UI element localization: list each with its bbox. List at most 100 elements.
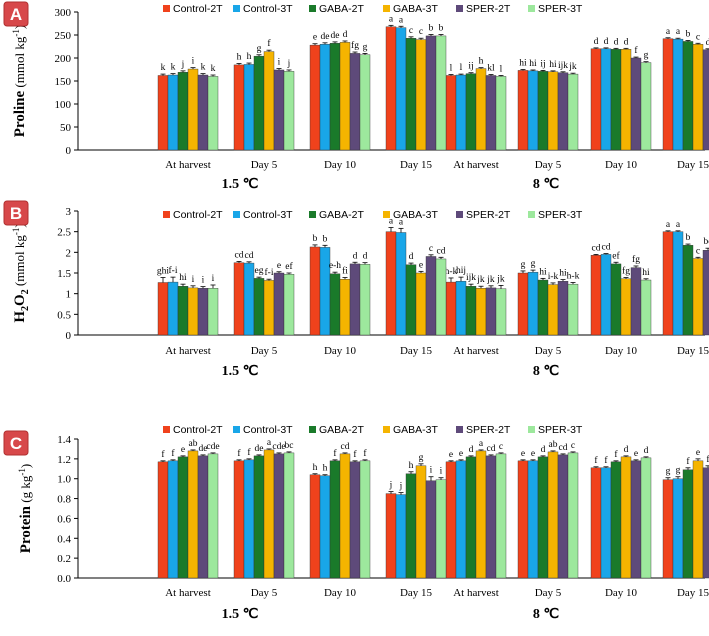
axis-title-part: (g kg bbox=[18, 475, 33, 506]
bar bbox=[359, 54, 371, 151]
significance-letter: ij bbox=[468, 62, 473, 72]
y-tick-label: 1.0 bbox=[57, 474, 71, 486]
bar bbox=[620, 456, 632, 579]
legend-label: GABA-2T bbox=[319, 424, 365, 436]
category-label: At harvest bbox=[165, 587, 211, 599]
bar bbox=[329, 43, 341, 151]
category-label: Day 5 bbox=[535, 159, 562, 171]
bar bbox=[425, 35, 437, 151]
bar bbox=[339, 42, 351, 151]
bar bbox=[600, 48, 612, 151]
significance-letter: h bbox=[237, 53, 242, 63]
legend-label: Control-3T bbox=[243, 209, 293, 221]
legend-label: SPER-2T bbox=[466, 424, 511, 436]
axis-title-part: H bbox=[12, 311, 28, 323]
significance-letter: a bbox=[399, 15, 404, 25]
significance-letter: f bbox=[353, 449, 357, 460]
legend-label: Control-3T bbox=[243, 424, 293, 436]
significance-letter: i-k bbox=[548, 272, 559, 282]
axis-title-part: (mmol kg bbox=[12, 36, 27, 91]
bar bbox=[339, 453, 351, 579]
bar bbox=[435, 35, 447, 151]
bar bbox=[319, 475, 331, 579]
significance-letter: f bbox=[706, 454, 709, 465]
significance-letter: j bbox=[287, 59, 291, 69]
significance-letter: ijk bbox=[558, 61, 568, 71]
temperature-group-label: 1.5 ℃ bbox=[222, 177, 259, 192]
significance-letter: f bbox=[614, 449, 618, 460]
bar bbox=[495, 76, 507, 151]
bar bbox=[263, 280, 275, 336]
significance-letter: a bbox=[676, 220, 681, 230]
bar bbox=[672, 38, 684, 151]
y-tick-label: 0.8 bbox=[57, 494, 71, 506]
significance-letter: jk bbox=[476, 275, 485, 285]
legend-swatch bbox=[233, 211, 240, 218]
significance-letter: e bbox=[696, 448, 700, 458]
bar bbox=[640, 457, 652, 579]
y-tick-label: 0.2 bbox=[57, 553, 71, 565]
bar bbox=[475, 288, 487, 336]
bar bbox=[610, 49, 622, 151]
legend-label: Control-2T bbox=[173, 424, 223, 436]
bar bbox=[197, 74, 209, 151]
significance-letter: e-h bbox=[329, 261, 341, 271]
bar bbox=[253, 455, 265, 579]
legend-swatch bbox=[383, 211, 390, 218]
y-tick-label: 0.6 bbox=[57, 513, 71, 525]
bar bbox=[567, 452, 579, 579]
bar bbox=[630, 267, 642, 336]
significance-letter: fg bbox=[622, 266, 630, 277]
bar bbox=[610, 461, 622, 579]
y-tick-label: 0.4 bbox=[57, 533, 71, 545]
bar bbox=[395, 494, 407, 579]
y-tick-label: 50 bbox=[60, 122, 72, 134]
legend-swatch bbox=[163, 211, 170, 218]
axis-title-part: -1 bbox=[11, 228, 21, 236]
legend-label: Control-3T bbox=[243, 3, 293, 15]
category-label: Day 10 bbox=[324, 345, 357, 357]
category-label: Day 10 bbox=[605, 159, 638, 171]
bar bbox=[329, 460, 341, 579]
significance-letter: e bbox=[419, 260, 423, 270]
category-label: Day 15 bbox=[400, 159, 433, 171]
significance-letter: d bbox=[644, 446, 649, 456]
legend-label: SPER-3T bbox=[538, 424, 583, 436]
bar bbox=[243, 64, 255, 151]
significance-letter: g bbox=[521, 260, 526, 270]
y-tick-label: 250 bbox=[55, 30, 72, 42]
y-tick-label: 3 bbox=[66, 206, 72, 218]
bar bbox=[702, 467, 709, 579]
significance-letter: b bbox=[686, 30, 691, 40]
category-label: Day 5 bbox=[251, 159, 278, 171]
panel-letter: C bbox=[10, 434, 22, 453]
axis-title-part: ) bbox=[12, 25, 27, 29]
significance-letter: f bbox=[686, 456, 690, 467]
bar bbox=[672, 478, 684, 579]
axis-title-part: (mmol kg bbox=[12, 235, 27, 290]
category-label: At harvest bbox=[453, 587, 499, 599]
bar bbox=[485, 75, 497, 151]
y-tick-label: 0 bbox=[66, 145, 72, 157]
significance-letter: g bbox=[644, 51, 649, 61]
significance-letter: cd bbox=[592, 243, 601, 253]
significance-letter: hi bbox=[642, 268, 650, 278]
y-tick-label: 2 bbox=[66, 247, 72, 259]
bar bbox=[662, 231, 674, 336]
significance-letter: hi bbox=[539, 267, 547, 277]
legend-label: SPER-2T bbox=[466, 3, 511, 15]
y-tick-label: 1.4 bbox=[57, 434, 71, 446]
significance-letter: c bbox=[429, 244, 433, 254]
bar bbox=[537, 456, 549, 579]
significance-letter: e bbox=[531, 449, 535, 459]
significance-letter: fi bbox=[342, 266, 348, 277]
significance-letter: d bbox=[706, 38, 709, 48]
significance-letter: cd bbox=[235, 250, 244, 260]
significance-letter: bc bbox=[704, 237, 709, 247]
significance-letter: h bbox=[409, 461, 414, 471]
bar bbox=[425, 480, 437, 579]
category-label: Day 5 bbox=[535, 345, 562, 357]
legend-swatch bbox=[163, 426, 170, 433]
bar bbox=[590, 467, 602, 579]
y-tick-label: 200 bbox=[55, 53, 72, 65]
